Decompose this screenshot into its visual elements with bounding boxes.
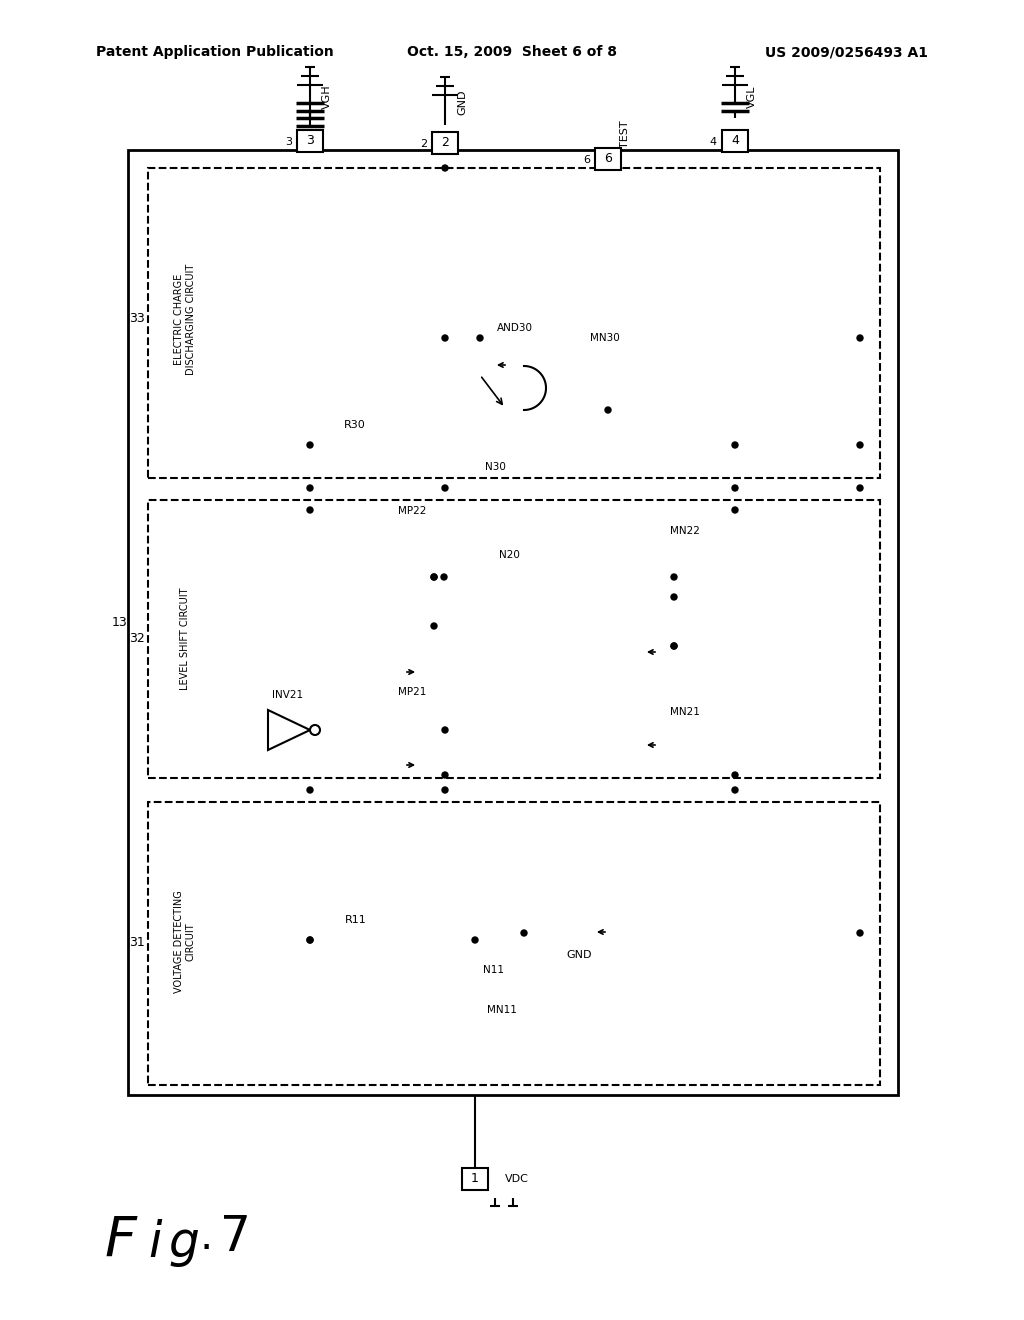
Text: US 2009/0256493 A1: US 2009/0256493 A1: [765, 45, 928, 59]
Circle shape: [521, 931, 527, 936]
Circle shape: [307, 937, 313, 942]
Circle shape: [442, 787, 449, 793]
Text: N11: N11: [483, 965, 504, 975]
Text: VGL: VGL: [746, 86, 757, 108]
Circle shape: [431, 574, 437, 579]
Circle shape: [431, 623, 437, 630]
Text: F: F: [105, 1213, 137, 1266]
Circle shape: [442, 772, 449, 777]
Text: 13: 13: [112, 615, 127, 628]
Circle shape: [671, 643, 677, 649]
Circle shape: [307, 787, 313, 793]
Text: Oct. 15, 2009  Sheet 6 of 8: Oct. 15, 2009 Sheet 6 of 8: [407, 45, 617, 59]
Text: N30: N30: [485, 462, 506, 473]
Bar: [148, 168, 880, 478]
Text: 2: 2: [420, 139, 427, 149]
Circle shape: [732, 507, 738, 513]
Text: VDC: VDC: [505, 1173, 528, 1184]
Circle shape: [442, 165, 449, 172]
Circle shape: [605, 407, 611, 413]
Text: 4: 4: [710, 137, 717, 147]
Text: LEVEL SHIFT CIRCUIT: LEVEL SHIFT CIRCUIT: [180, 587, 190, 690]
Circle shape: [307, 937, 313, 942]
Circle shape: [431, 574, 437, 579]
Text: AND30: AND30: [497, 323, 534, 333]
Text: 4: 4: [731, 135, 739, 148]
Text: 1: 1: [471, 1172, 479, 1185]
Text: 6: 6: [583, 154, 590, 165]
Circle shape: [732, 484, 738, 491]
Circle shape: [442, 484, 449, 491]
Text: VOLTAGE DETECTING
CIRCUIT: VOLTAGE DETECTING CIRCUIT: [174, 891, 196, 994]
Circle shape: [732, 787, 738, 793]
Text: g: g: [168, 1218, 199, 1267]
Text: MP22: MP22: [397, 506, 426, 516]
Circle shape: [671, 643, 677, 649]
Text: INV21: INV21: [272, 690, 303, 700]
Text: GND: GND: [457, 90, 467, 115]
Text: .: .: [200, 1216, 213, 1258]
Circle shape: [671, 574, 677, 579]
Circle shape: [857, 931, 863, 936]
Circle shape: [857, 484, 863, 491]
Circle shape: [732, 772, 738, 777]
Circle shape: [732, 442, 738, 447]
Text: MN30: MN30: [590, 333, 620, 343]
Circle shape: [307, 442, 313, 447]
Text: VGH: VGH: [322, 84, 332, 110]
Bar: [128, 150, 898, 1096]
Bar: [462, 1168, 488, 1191]
Text: N20: N20: [499, 550, 520, 560]
Circle shape: [442, 727, 449, 733]
Circle shape: [442, 335, 449, 341]
Text: 2: 2: [441, 136, 449, 149]
Circle shape: [472, 937, 478, 942]
Text: R30: R30: [344, 420, 366, 430]
Text: ELECTRIC CHARGE
DISCHARGING CIRCUIT: ELECTRIC CHARGE DISCHARGING CIRCUIT: [174, 264, 196, 375]
Circle shape: [307, 507, 313, 513]
Bar: [595, 148, 621, 170]
Circle shape: [441, 574, 447, 579]
Circle shape: [857, 335, 863, 341]
Circle shape: [671, 594, 677, 601]
Bar: [432, 132, 458, 154]
Text: 33: 33: [129, 313, 145, 326]
Text: 6: 6: [604, 153, 612, 165]
Bar: [148, 500, 880, 777]
Bar: [722, 129, 748, 152]
Circle shape: [857, 442, 863, 447]
Text: TEST: TEST: [620, 120, 630, 148]
Text: 3: 3: [285, 137, 292, 147]
Text: MP21: MP21: [397, 686, 426, 697]
Circle shape: [307, 484, 313, 491]
Text: MN11: MN11: [487, 1005, 517, 1015]
Text: i: i: [148, 1218, 162, 1267]
Text: 3: 3: [306, 135, 314, 148]
Text: GND: GND: [566, 950, 592, 960]
Bar: [148, 803, 880, 1085]
Text: Patent Application Publication: Patent Application Publication: [96, 45, 334, 59]
Text: 7: 7: [220, 1213, 251, 1261]
Text: R11: R11: [345, 915, 367, 925]
Text: 32: 32: [129, 632, 145, 645]
Bar: [297, 129, 323, 152]
Text: 31: 31: [129, 936, 145, 949]
Text: MN22: MN22: [670, 525, 700, 536]
Text: MN21: MN21: [670, 708, 700, 717]
Circle shape: [477, 335, 483, 341]
